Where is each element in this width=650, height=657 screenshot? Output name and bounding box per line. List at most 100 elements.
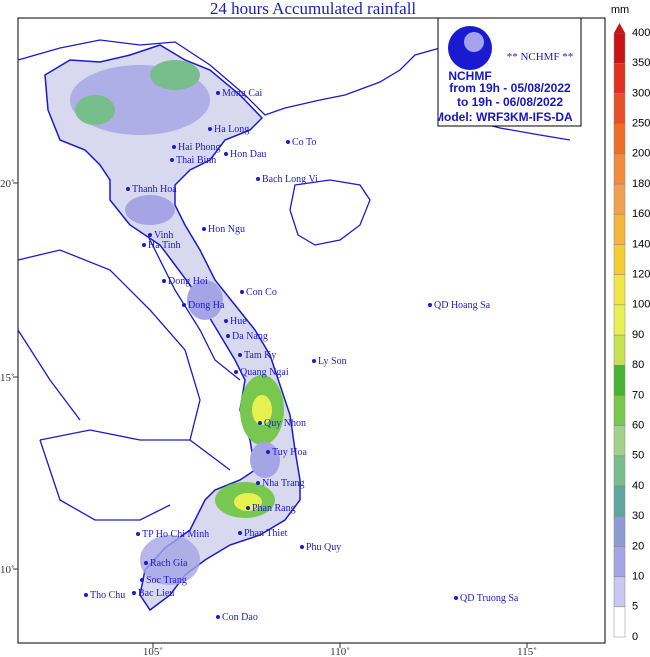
place-dot	[238, 531, 242, 535]
place-dot	[266, 450, 270, 454]
colorbar-swatch	[613, 244, 626, 275]
place-dot	[238, 353, 242, 357]
place-dot	[170, 158, 174, 162]
place-dot	[256, 177, 260, 181]
place-label: Hon Ngu	[208, 224, 245, 235]
place-label: Mong Cai	[222, 88, 263, 99]
colorbar-swatch	[613, 304, 626, 336]
place-dot	[136, 532, 140, 536]
colorbar-label: 400	[632, 27, 650, 39]
title: 24 hours Accumulated rainfall	[210, 0, 417, 18]
logo-text: NCHMF	[448, 69, 491, 83]
colorbar-label: 300	[632, 87, 650, 99]
logo-mark	[464, 32, 484, 52]
place-label: Vinh	[154, 230, 173, 241]
colorbar-swatch	[613, 455, 626, 487]
place-label: Tho Chu	[90, 590, 125, 601]
colorbar-swatch	[613, 153, 626, 185]
rain-areas	[70, 60, 284, 585]
colorbar-label: 100	[632, 299, 650, 311]
colorbar-label: 80	[632, 359, 644, 371]
place-label: Phan Rang	[252, 503, 296, 514]
place-label: Hon Dau	[230, 149, 266, 160]
place-label: Quy Nhon	[264, 418, 306, 429]
place-label: Con Co	[246, 287, 277, 298]
place-label: Dong Hoi	[168, 276, 208, 287]
model: Model: WRF3KM-IFS-DA	[434, 110, 573, 124]
place-dot	[216, 615, 220, 619]
colorbar-label: 200	[632, 148, 650, 160]
place-dot	[428, 303, 432, 307]
lon-label: 115˚	[517, 646, 537, 657]
place-label: QD Truong Sa	[460, 593, 519, 604]
colorbar-swatch	[613, 546, 626, 577]
place-dot	[182, 303, 186, 307]
place-label: Hai Phong	[178, 142, 221, 153]
place-dot	[234, 370, 238, 374]
colorbar-label: 5	[632, 601, 638, 613]
place-label: Ly Son	[318, 356, 347, 367]
place-label: Hue	[230, 316, 247, 327]
place-label: TP Ho Chi Minh	[142, 529, 209, 540]
colorbar-swatch	[613, 485, 626, 517]
lat-label: 20˚	[0, 178, 15, 190]
place-label: Nha Trang	[262, 478, 305, 489]
place-label: Dong Ha	[188, 300, 225, 311]
colorbar-label: 40	[632, 480, 644, 492]
colorbar-swatch	[613, 93, 626, 124]
place-dot	[84, 593, 88, 597]
lon-label: 110˚	[330, 646, 350, 657]
period-to: to 19h - 06/08/2022	[457, 95, 563, 109]
colorbar-label: 70	[632, 389, 644, 401]
place-label: Thanh Hoa	[132, 184, 177, 195]
place-label: Rach Gia	[150, 558, 188, 569]
lat-label: 15˚	[0, 372, 15, 384]
place-dot	[226, 334, 230, 338]
colorbar-label: 30	[632, 510, 644, 522]
place-label: Tam Ky	[244, 350, 276, 361]
place-dot	[208, 127, 212, 131]
place-label: Bac Lieu	[138, 588, 174, 599]
place-dot	[224, 152, 228, 156]
colorbar-label: 120	[632, 269, 650, 281]
place-dot	[286, 140, 290, 144]
colorbar-label: 60	[632, 420, 644, 432]
place-dot	[148, 233, 152, 237]
colorbar-swatch	[613, 32, 626, 64]
colorbar-label: 10	[632, 571, 644, 583]
place-dot	[312, 359, 316, 363]
place-label: Con Dao	[222, 612, 258, 623]
place-label: Bach Long Vi	[262, 174, 318, 185]
place-label: Thai Binh	[176, 155, 216, 166]
place-dot	[224, 319, 228, 323]
place-label: Ha Tinh	[148, 240, 181, 251]
colorbar-swatch	[613, 576, 626, 608]
place-dot	[202, 227, 206, 231]
colorbar-label: 50	[632, 450, 644, 462]
period-from: from 19h - 05/08/2022	[449, 81, 571, 95]
place-label: Phu Quy	[306, 542, 341, 553]
place-dot	[132, 591, 136, 595]
colorbar-label: 250	[632, 118, 650, 130]
colorbar-label: 140	[632, 238, 650, 250]
place-dot	[300, 545, 304, 549]
place-dot	[246, 506, 250, 510]
place-label: Phan Thiet	[244, 528, 288, 539]
place-label: QD Hoang Sa	[434, 300, 491, 311]
colorbar-label: 180	[632, 178, 650, 190]
place-dot	[144, 561, 148, 565]
coastlines	[17, 39, 571, 521]
place-label: Tuy Hoa	[272, 447, 307, 458]
colorbar-swatch	[613, 334, 626, 366]
place-dot	[454, 596, 458, 600]
lon-label: 105˚	[143, 646, 163, 657]
place-label: Ha Long	[214, 124, 249, 135]
colorbar-label: 160	[632, 208, 650, 220]
place-dot	[162, 279, 166, 283]
colorbar-swatch	[613, 606, 626, 638]
place-dot	[172, 145, 176, 149]
place-dot	[140, 578, 144, 582]
brand: ** NCHMF **	[507, 51, 574, 63]
colorbar-label: 350	[632, 57, 650, 69]
